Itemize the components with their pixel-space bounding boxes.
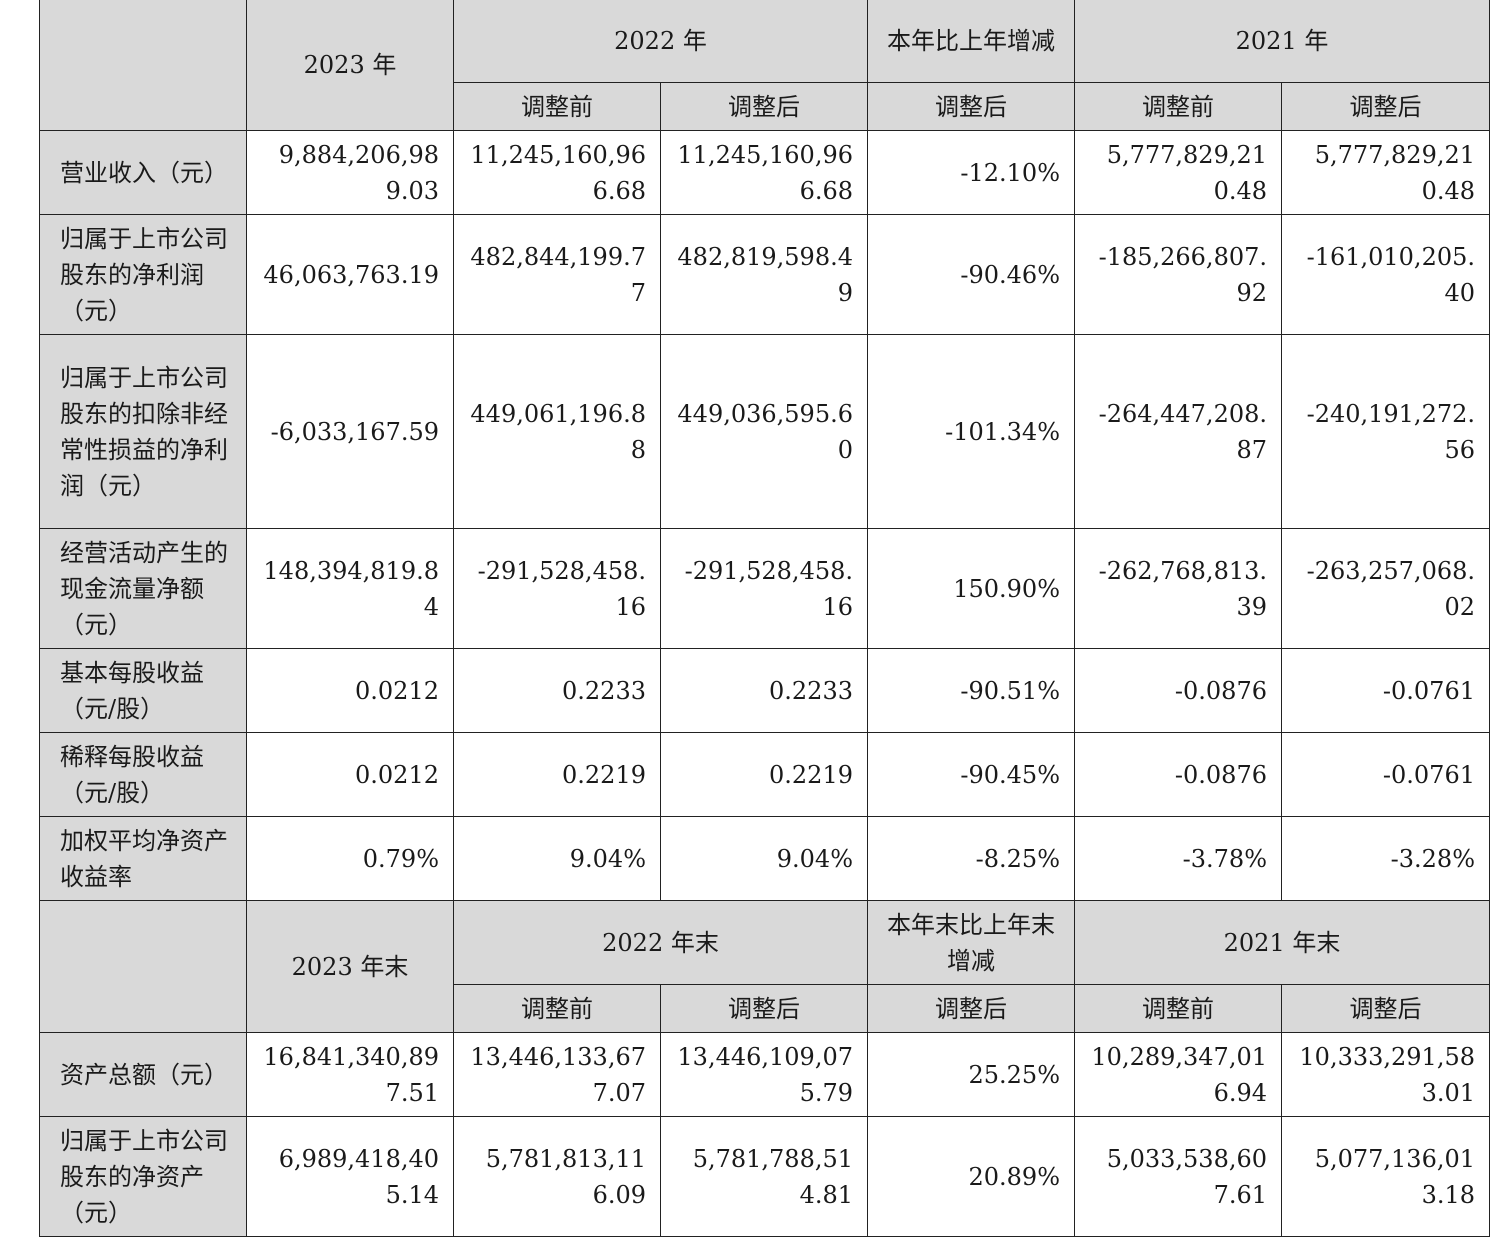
value-2023: 6,989,418,405.14 — [246, 1116, 454, 1237]
table-row: 归属于上市公司股东的净利润（元） 46,063,763.19 482,844,1… — [39, 214, 1490, 335]
value-2022-after: 13,446,109,075.79 — [660, 1032, 868, 1117]
header-2021-after: 调整后 — [1281, 82, 1490, 131]
value-2022-before: -291,528,458.16 — [453, 528, 661, 649]
value-2023: 0.79% — [246, 816, 454, 901]
value-2021-before: -185,266,807.92 — [1074, 214, 1282, 335]
value-2022-before: 5,781,813,116.09 — [453, 1116, 661, 1237]
value-2022-before: 482,844,199.77 — [453, 214, 661, 335]
row-label: 营业收入（元） — [39, 130, 247, 215]
value-2023: 16,841,340,897.51 — [246, 1032, 454, 1117]
value-2021-before: 5,033,538,607.61 — [1074, 1116, 1282, 1237]
table-row: 归属于上市公司股东的净资产（元） 6,989,418,405.14 5,781,… — [39, 1116, 1490, 1237]
header-2022-end-after: 调整后 — [660, 984, 868, 1033]
value-2022-before: 13,446,133,677.07 — [453, 1032, 661, 1117]
row-label: 归属于上市公司股东的净资产（元） — [39, 1116, 247, 1237]
value-change: 25.25% — [867, 1032, 1075, 1117]
value-2022-before: 449,061,196.88 — [453, 334, 661, 529]
value-2023: 46,063,763.19 — [246, 214, 454, 335]
header-2023: 2023 年 — [246, 0, 454, 131]
value-2023: 0.0212 — [246, 732, 454, 817]
table-row: 稀释每股收益（元/股） 0.0212 0.2219 0.2219 -90.45%… — [39, 732, 1490, 817]
value-2022-before: 0.2233 — [453, 648, 661, 733]
header-change-end-after: 调整后 — [867, 984, 1075, 1033]
value-2021-before: 10,289,347,016.94 — [1074, 1032, 1282, 1117]
row-label: 基本每股收益（元/股） — [39, 648, 247, 733]
row-label: 稀释每股收益（元/股） — [39, 732, 247, 817]
value-2023: 9,884,206,989.03 — [246, 130, 454, 215]
header-2021-before: 调整前 — [1074, 82, 1282, 131]
value-2021-after: -3.28% — [1281, 816, 1490, 901]
table-row: 归属于上市公司股东的扣除非经常性损益的净利润（元） -6,033,167.59 … — [39, 334, 1490, 529]
value-2022-before: 11,245,160,966.68 — [453, 130, 661, 215]
value-2021-before: -262,768,813.39 — [1074, 528, 1282, 649]
value-2022-before: 0.2219 — [453, 732, 661, 817]
value-2021-before: -264,447,208.87 — [1074, 334, 1282, 529]
header-2021-end-after: 调整后 — [1281, 984, 1490, 1033]
header-change-end: 本年末比上年末增减 — [867, 900, 1075, 985]
header-2023-end: 2023 年末 — [246, 900, 454, 1033]
row-label: 资产总额（元） — [39, 1032, 247, 1117]
table-row: 加权平均净资产收益率 0.79% 9.04% 9.04% -8.25% -3.7… — [39, 816, 1490, 901]
value-2021-after: 10,333,291,583.01 — [1281, 1032, 1490, 1117]
value-2021-before: -0.0876 — [1074, 732, 1282, 817]
table-row: 资产总额（元） 16,841,340,897.51 13,446,133,677… — [39, 1032, 1490, 1117]
value-2022-after: 9.04% — [660, 816, 868, 901]
header-corner-cell-2 — [39, 900, 247, 1033]
header-2022-before: 调整前 — [453, 82, 661, 131]
financial-data-table: 2023 年 2022 年 本年比上年增减 2021 年 调整前 调整后 调整后… — [39, 0, 1490, 1237]
header-2021: 2021 年 — [1074, 0, 1490, 83]
value-change: -90.46% — [867, 214, 1075, 335]
value-2021-after: -161,010,205.40 — [1281, 214, 1490, 335]
value-change: 150.90% — [867, 528, 1075, 649]
value-change: -90.45% — [867, 732, 1075, 817]
value-2021-after: -0.0761 — [1281, 648, 1490, 733]
value-2023: 148,394,819.84 — [246, 528, 454, 649]
table-row: 基本每股收益（元/股） 0.0212 0.2233 0.2233 -90.51%… — [39, 648, 1490, 733]
value-2021-after: -0.0761 — [1281, 732, 1490, 817]
header-2021-end: 2021 年末 — [1074, 900, 1490, 985]
header-2021-end-before: 调整前 — [1074, 984, 1282, 1033]
value-2021-after: -263,257,068.02 — [1281, 528, 1490, 649]
value-change: -90.51% — [867, 648, 1075, 733]
value-2021-after: 5,777,829,210.48 — [1281, 130, 1490, 215]
value-change: 20.89% — [867, 1116, 1075, 1237]
value-2022-after: 0.2219 — [660, 732, 868, 817]
value-2022-after: -291,528,458.16 — [660, 528, 868, 649]
header-corner-cell — [39, 0, 247, 131]
value-2022-after: 5,781,788,514.81 — [660, 1116, 868, 1237]
value-2021-before: 5,777,829,210.48 — [1074, 130, 1282, 215]
value-2021-after: 5,077,136,013.18 — [1281, 1116, 1490, 1237]
value-change: -101.34% — [867, 334, 1075, 529]
value-2023: -6,033,167.59 — [246, 334, 454, 529]
value-2022-after: 482,819,598.49 — [660, 214, 868, 335]
header-2022: 2022 年 — [453, 0, 868, 83]
table-row: 经营活动产生的现金流量净额（元） 148,394,819.84 -291,528… — [39, 528, 1490, 649]
value-2023: 0.0212 — [246, 648, 454, 733]
value-2022-before: 9.04% — [453, 816, 661, 901]
header-change-after: 调整后 — [867, 82, 1075, 131]
row-label: 归属于上市公司股东的净利润（元） — [39, 214, 247, 335]
value-2022-after: 449,036,595.60 — [660, 334, 868, 529]
row-label: 经营活动产生的现金流量净额（元） — [39, 528, 247, 649]
value-change: -12.10% — [867, 130, 1075, 215]
header-change: 本年比上年增减 — [867, 0, 1075, 83]
value-change: -8.25% — [867, 816, 1075, 901]
value-2021-before: -3.78% — [1074, 816, 1282, 901]
value-2022-after: 11,245,160,966.68 — [660, 130, 868, 215]
row-label: 加权平均净资产收益率 — [39, 816, 247, 901]
value-2022-after: 0.2233 — [660, 648, 868, 733]
header-2022-after: 调整后 — [660, 82, 868, 131]
header-2022-end-before: 调整前 — [453, 984, 661, 1033]
value-2021-before: -0.0876 — [1074, 648, 1282, 733]
header-2022-end: 2022 年末 — [453, 900, 868, 985]
row-label: 归属于上市公司股东的扣除非经常性损益的净利润（元） — [39, 334, 247, 529]
table-row: 营业收入（元） 9,884,206,989.03 11,245,160,966.… — [39, 130, 1490, 215]
value-2021-after: -240,191,272.56 — [1281, 334, 1490, 529]
